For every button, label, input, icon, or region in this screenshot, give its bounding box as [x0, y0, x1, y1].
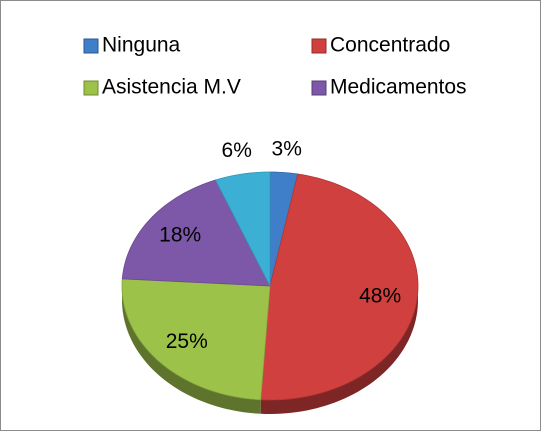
- data-label: 18%: [159, 223, 201, 246]
- data-label: 25%: [166, 330, 208, 353]
- legend-label: Ninguna: [102, 34, 181, 57]
- legend-swatch: [83, 38, 99, 54]
- slice-side: [260, 286, 418, 414]
- data-label: 3%: [272, 137, 302, 160]
- pie-tops: [121, 171, 419, 401]
- legend-swatch: [83, 80, 99, 96]
- legend-label: Concentrado: [330, 34, 450, 57]
- labels: 3% 48% 25% 18% 6%: [159, 137, 401, 353]
- legend-label: Medicamentos: [330, 76, 467, 99]
- slice-side: [122, 286, 261, 414]
- legend-label: Asistencia M.V: [102, 76, 241, 99]
- data-label: 6%: [222, 139, 252, 162]
- legend-swatch: [311, 38, 327, 54]
- slice: [121, 179, 271, 287]
- slice: [214, 171, 271, 287]
- pie-sides: [122, 286, 418, 414]
- data-label: 48%: [359, 284, 401, 307]
- legend-swatch: [311, 80, 327, 96]
- legend: Ninguna Concentrado Asistencia M.V Medicame…: [83, 34, 467, 99]
- slice: [260, 173, 419, 401]
- slice: [121, 278, 271, 401]
